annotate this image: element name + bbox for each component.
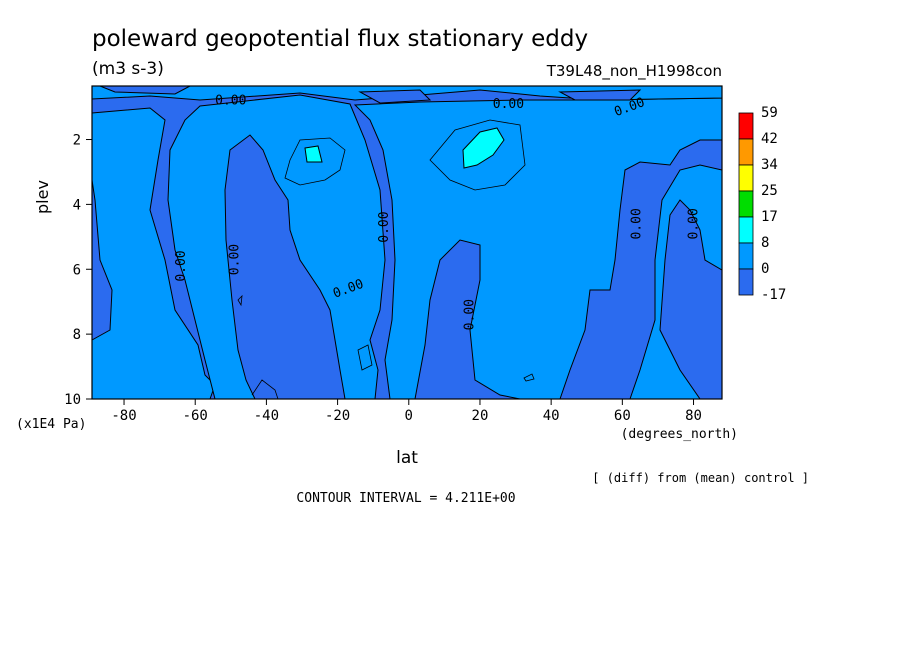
contour-label: 0.00 xyxy=(377,211,392,242)
x-tick-label: -80 xyxy=(111,408,136,424)
x-axis-units: (degrees_north) xyxy=(621,427,738,442)
y-tick-label: 4 xyxy=(73,197,81,213)
colorbar-label: 25 xyxy=(761,183,778,199)
top-negative-patch xyxy=(558,89,642,101)
contour-lines xyxy=(237,119,535,400)
y-axis: 2 4 6 8 10 xyxy=(64,133,92,408)
colorbar-swatch xyxy=(738,242,754,270)
contour-label: 0.00 xyxy=(227,244,242,275)
colorbar: 59 42 34 25 17 8 0 -17 xyxy=(738,105,786,303)
contour-line xyxy=(284,137,346,186)
colorbar-label: 34 xyxy=(761,157,778,173)
y-tick-label: 8 xyxy=(73,327,81,343)
colorbar-label: 8 xyxy=(761,235,769,251)
top-negative-patch xyxy=(358,89,432,104)
colorbar-label: 17 xyxy=(761,209,778,225)
colorbar-swatch xyxy=(738,164,754,192)
contour-label: 0.00 xyxy=(174,250,189,281)
x-tick-label: -20 xyxy=(325,408,350,424)
run-label: T39L48_non_H1998con xyxy=(546,62,722,81)
colorbar-label: 0 xyxy=(761,261,769,277)
y-tick-label: 10 xyxy=(64,392,81,408)
contour-label: 0.00 xyxy=(687,208,702,239)
contour-line xyxy=(237,294,243,307)
contour-line xyxy=(429,119,526,191)
contour-label: 0.00 xyxy=(630,208,645,239)
plot-area: 0.00 0.00 0.000.00 0.000.000.000.000.00 0.00 xyxy=(91,85,723,400)
x-tick-label: -60 xyxy=(183,408,208,424)
colorbar-label: 59 xyxy=(761,105,778,121)
patch-positive-north xyxy=(462,127,505,169)
chart-title: poleward geopotential flux stationary ed… xyxy=(92,26,588,52)
x-axis: -80 -60 -40 -20 0 20 40 60 80 xyxy=(111,399,702,424)
patch-positive-south xyxy=(304,145,323,163)
contour-interval-note: CONTOUR INTERVAL = 4.211E+00 xyxy=(296,491,515,506)
chart-units: (m3 s-3) xyxy=(92,59,164,79)
x-tick-label: 0 xyxy=(405,408,413,424)
colorbar-swatch xyxy=(738,112,754,140)
y-tick-label: 2 xyxy=(73,133,81,149)
y-axis-units: (x1E4 Pa) xyxy=(16,417,86,432)
contour-label: 0.00 xyxy=(493,97,524,112)
comparison-note: [ (diff) from (mean) control ] xyxy=(592,471,809,485)
colorbar-label: -17 xyxy=(761,287,786,303)
positive-regions xyxy=(91,94,723,400)
x-tick-label: 20 xyxy=(472,408,489,424)
contour-line xyxy=(357,344,373,371)
y-axis-label: plev xyxy=(33,180,52,214)
contour-line xyxy=(523,373,535,382)
colorbar-swatch xyxy=(738,216,754,244)
colorbar-swatch xyxy=(738,268,754,296)
y-tick-label: 6 xyxy=(73,262,81,278)
plot-frame xyxy=(91,85,723,400)
colorbar-label: 42 xyxy=(761,131,778,147)
x-tick-label: 40 xyxy=(543,408,560,424)
high-patches xyxy=(304,127,505,169)
contour-label: 0.00 xyxy=(462,299,477,330)
colorbar-swatch xyxy=(738,138,754,166)
x-tick-label: 80 xyxy=(685,408,702,424)
x-axis-label: lat xyxy=(396,448,418,468)
colorbar-swatch xyxy=(738,190,754,218)
x-tick-label: -40 xyxy=(254,408,279,424)
region-positive-midsouth xyxy=(167,94,386,400)
contour-line xyxy=(251,379,279,400)
x-tick-label: 60 xyxy=(614,408,631,424)
contour-label: 0.00 xyxy=(215,94,246,109)
